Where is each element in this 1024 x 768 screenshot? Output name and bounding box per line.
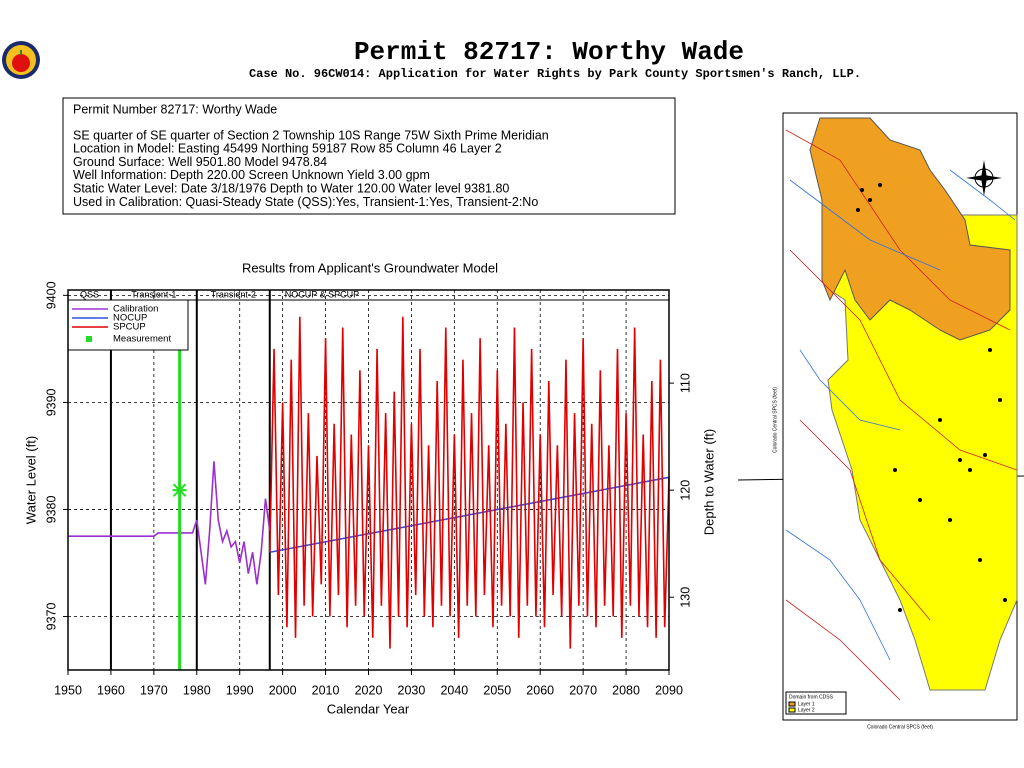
chart-title: Results from Applicant's Groundwater Mod… xyxy=(242,260,498,275)
legend-swatch xyxy=(86,336,92,342)
x-tick-label: 2020 xyxy=(355,683,383,697)
zone-label: Transient-2 xyxy=(211,289,256,299)
y2-axis-label: Depth to Water (ft) xyxy=(701,429,716,535)
map-legend-swatch xyxy=(788,707,796,713)
y2-tick-label: 130 xyxy=(678,587,692,608)
legend-label: NOCUP xyxy=(113,313,147,324)
zone-label: NOCUP & SPCUP xyxy=(285,289,359,299)
x-tick-label: 1990 xyxy=(226,683,254,697)
x-tick-label: 2090 xyxy=(655,683,683,697)
info-line: Used in Calibration: Quasi-Steady State … xyxy=(73,195,538,209)
x-tick-label: 2080 xyxy=(612,683,640,697)
y-axis-label: Water Level (ft) xyxy=(23,436,38,524)
x-tick-label: 1980 xyxy=(183,683,211,697)
plot-frame xyxy=(67,289,670,671)
compass xyxy=(966,160,1002,196)
map-streams xyxy=(785,169,1016,661)
info-line: Ground Surface: Well 9501.80 Model 9478.… xyxy=(73,155,327,169)
map-x-label: Colorado Central SPCS (feet) xyxy=(867,724,933,730)
y2-tick-label: 110 xyxy=(678,373,692,393)
x-axis-label: Calendar Year xyxy=(327,701,410,716)
map-legend-item: Layer 2 xyxy=(798,707,815,713)
layer-1-area xyxy=(809,117,1011,341)
map-wells xyxy=(856,183,1007,612)
info-line: SE quarter of SE quarter of Section 2 To… xyxy=(73,128,549,142)
map-legend-swatch xyxy=(788,701,796,707)
map-roads xyxy=(785,129,1018,701)
x-tick-label: 1970 xyxy=(140,683,168,697)
logo xyxy=(2,41,40,79)
zone-label: QSS xyxy=(80,289,99,299)
measurement-marker-core xyxy=(176,487,183,494)
info-line: Static Water Level: Date 3/18/1976 Depth… xyxy=(73,181,509,195)
info-line: Location in Model: Easting 45499 Northin… xyxy=(73,142,502,156)
zone-label: Transient-1 xyxy=(131,289,176,299)
y2-tick-label: 120 xyxy=(678,480,692,501)
series-line xyxy=(268,316,670,649)
x-tick-label: 2040 xyxy=(440,683,468,697)
legend-label: Calibration xyxy=(113,304,158,315)
x-tick-label: 1950 xyxy=(54,683,82,697)
y-tick-label: 9400 xyxy=(44,281,58,309)
y-tick-label: 9380 xyxy=(44,495,58,523)
map-legend-item: Layer 1 xyxy=(798,701,815,707)
map-y-label: Colorado Central SPCS (feet) xyxy=(772,387,778,453)
legend-label: Measurement xyxy=(113,334,171,345)
x-tick-label: 2050 xyxy=(483,683,511,697)
info-lines: Permit Number 82717: Worthy Wade SE quart… xyxy=(73,102,549,209)
x-tick-label: 2070 xyxy=(569,683,597,697)
series-line xyxy=(68,461,271,585)
info-line: Well Information: Depth 220.00 Screen Un… xyxy=(73,168,430,182)
x-tick-label: 2000 xyxy=(269,683,297,697)
page-title: Permit 82717: Worthy Wade xyxy=(354,37,744,67)
x-tick-label: 2030 xyxy=(398,683,426,697)
x-tick-label: 1960 xyxy=(97,683,125,697)
page-subtitle: Case No. 96CW014: Application for Water … xyxy=(249,67,861,81)
map-legend xyxy=(785,691,847,715)
y-tick-label: 9390 xyxy=(44,388,58,416)
chart: Results from Applicant's Groundwater Mod… xyxy=(23,260,716,716)
x-tick-label: 2010 xyxy=(312,683,340,697)
x-tick-label: 2060 xyxy=(526,683,554,697)
info-box xyxy=(62,97,676,215)
map: Domain from CDSS Layer 1 Layer 2 Colorad… xyxy=(737,112,1024,730)
legend-label: SPCUP xyxy=(113,322,146,333)
map-legend-title: Domain from CDSS xyxy=(789,694,834,700)
info-line: Permit Number 82717: Worthy Wade xyxy=(73,102,277,116)
y-tick-label: 9370 xyxy=(44,603,58,631)
